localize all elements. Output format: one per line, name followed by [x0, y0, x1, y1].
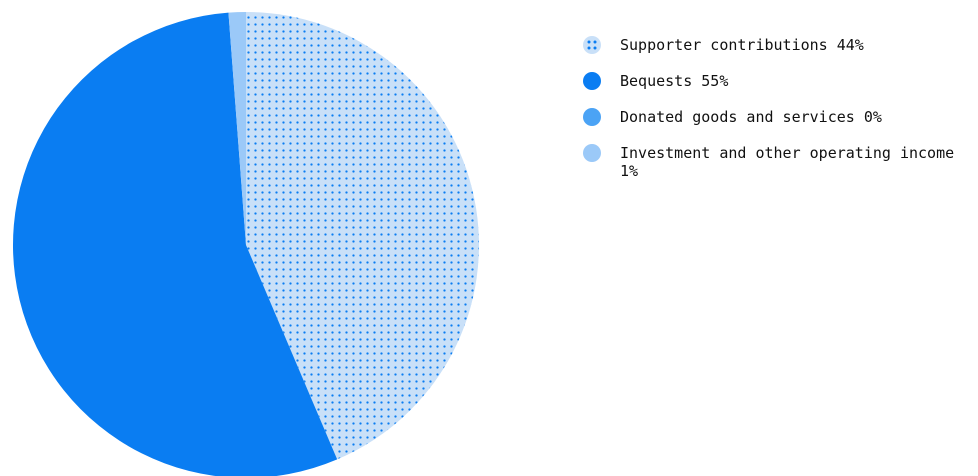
legend-swatch-donated-goods-and-services [583, 108, 601, 126]
legend-item-bequests: Bequests 55% [583, 72, 975, 90]
pie-slice-bequests [13, 12, 338, 476]
legend-label-investment-and-other-operating-income: Investment and other operating income 1% [620, 144, 955, 180]
pie-slice-investment-and-other-operating-income [228, 11, 246, 245]
legend-item-investment-and-other-operating-income: Investment and other operating income 1% [583, 144, 975, 180]
legend-label-bequests: Bequests 55% [620, 72, 729, 90]
chart-legend: Supporter contributions 44% Bequests 55%… [583, 36, 975, 198]
legend-item-donated-goods-and-services: Donated goods and services 0% [583, 108, 975, 126]
pie-slice-supporter-contributions [246, 12, 479, 460]
legend-swatch-supporter-contributions [583, 36, 601, 54]
legend-label-donated-goods-and-services: Donated goods and services 0% [620, 108, 882, 126]
legend-swatch-bequests [583, 72, 601, 90]
legend-label-supporter-contributions: Supporter contributions 44% [620, 36, 864, 54]
legend-item-supporter-contributions: Supporter contributions 44% [583, 36, 975, 54]
legend-swatch-investment-and-other-operating-income [583, 144, 601, 162]
